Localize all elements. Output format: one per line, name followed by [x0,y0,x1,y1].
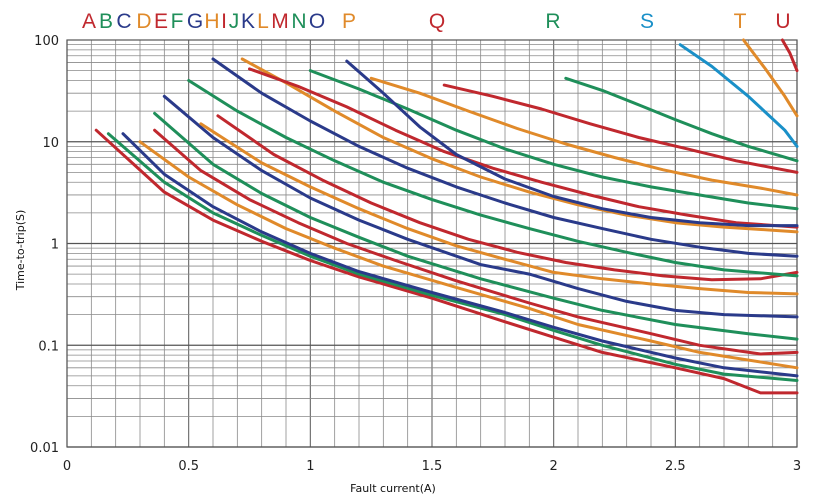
curve-l [240,57,799,234]
curve-b [106,132,799,382]
legend-label-s: S [640,10,654,33]
x-tick-label: 1.5 [422,459,443,474]
curve-k [211,57,799,258]
curve-e [153,128,799,356]
y-tick-label: 0.1 [38,339,59,354]
legend-label-i: I [221,10,227,33]
legend-label-d: D [136,10,151,33]
plot-frame [66,39,798,448]
tick-labels: 0 0.5 1 1.5 2 2.5 3 100 10 1 0.1 0.01 [30,34,801,474]
curve-f [153,111,799,341]
x-tick-label: 3 [793,459,801,474]
legend-label-j: J [229,10,240,33]
curve-s [678,43,799,148]
y-tick-label: 1 [51,238,59,253]
legend-label-l: L [257,10,269,33]
y-tick-label: 0.01 [30,441,59,456]
grid [66,40,798,448]
curve-o [345,59,799,228]
legend-label-a: A [82,10,96,33]
curve-a [94,128,799,395]
curve-m [248,67,799,229]
curve-r [564,76,799,163]
legend-label-c: C [116,10,131,33]
x-tick-label: 2 [550,459,558,474]
series-group [94,38,799,395]
legend-label-f: F [171,10,184,33]
legend-label-q: Q [429,10,445,33]
curve-d [138,140,799,370]
curve-t [742,38,799,118]
legend-label-r: R [545,10,560,33]
x-tick-label: 0 [63,459,71,474]
legend-label-t: T [734,10,747,33]
legend-label-m: M [271,10,289,33]
y-axis-title: Time-to-trip(S) [14,210,27,292]
legend-label-b: B [99,10,113,33]
legend-label-g: G [187,10,203,33]
legend-label-n: N [291,10,306,33]
legend-label-u: U [775,10,790,33]
y-tick-label: 100 [34,34,59,49]
legend-label-e: E [154,10,168,33]
x-axis-title: Fault current(A) [350,482,436,495]
curve-q [442,83,799,174]
x-tick-label: 1 [306,459,314,474]
curve-h [199,122,799,296]
curve-c [121,132,799,378]
curve-u [780,38,799,73]
legend-label-h: H [204,10,219,33]
legend-label-p: P [342,10,356,33]
curve-i [216,114,799,282]
x-tick-label: 2.5 [665,459,686,474]
x-tick-label: 0.5 [178,459,199,474]
legend-label-k: K [241,10,255,33]
legend-label-o: O [309,10,325,33]
curve-p [369,76,799,197]
curve-j [187,79,799,278]
curve-g [162,94,799,319]
y-tick-label: 10 [42,136,59,151]
